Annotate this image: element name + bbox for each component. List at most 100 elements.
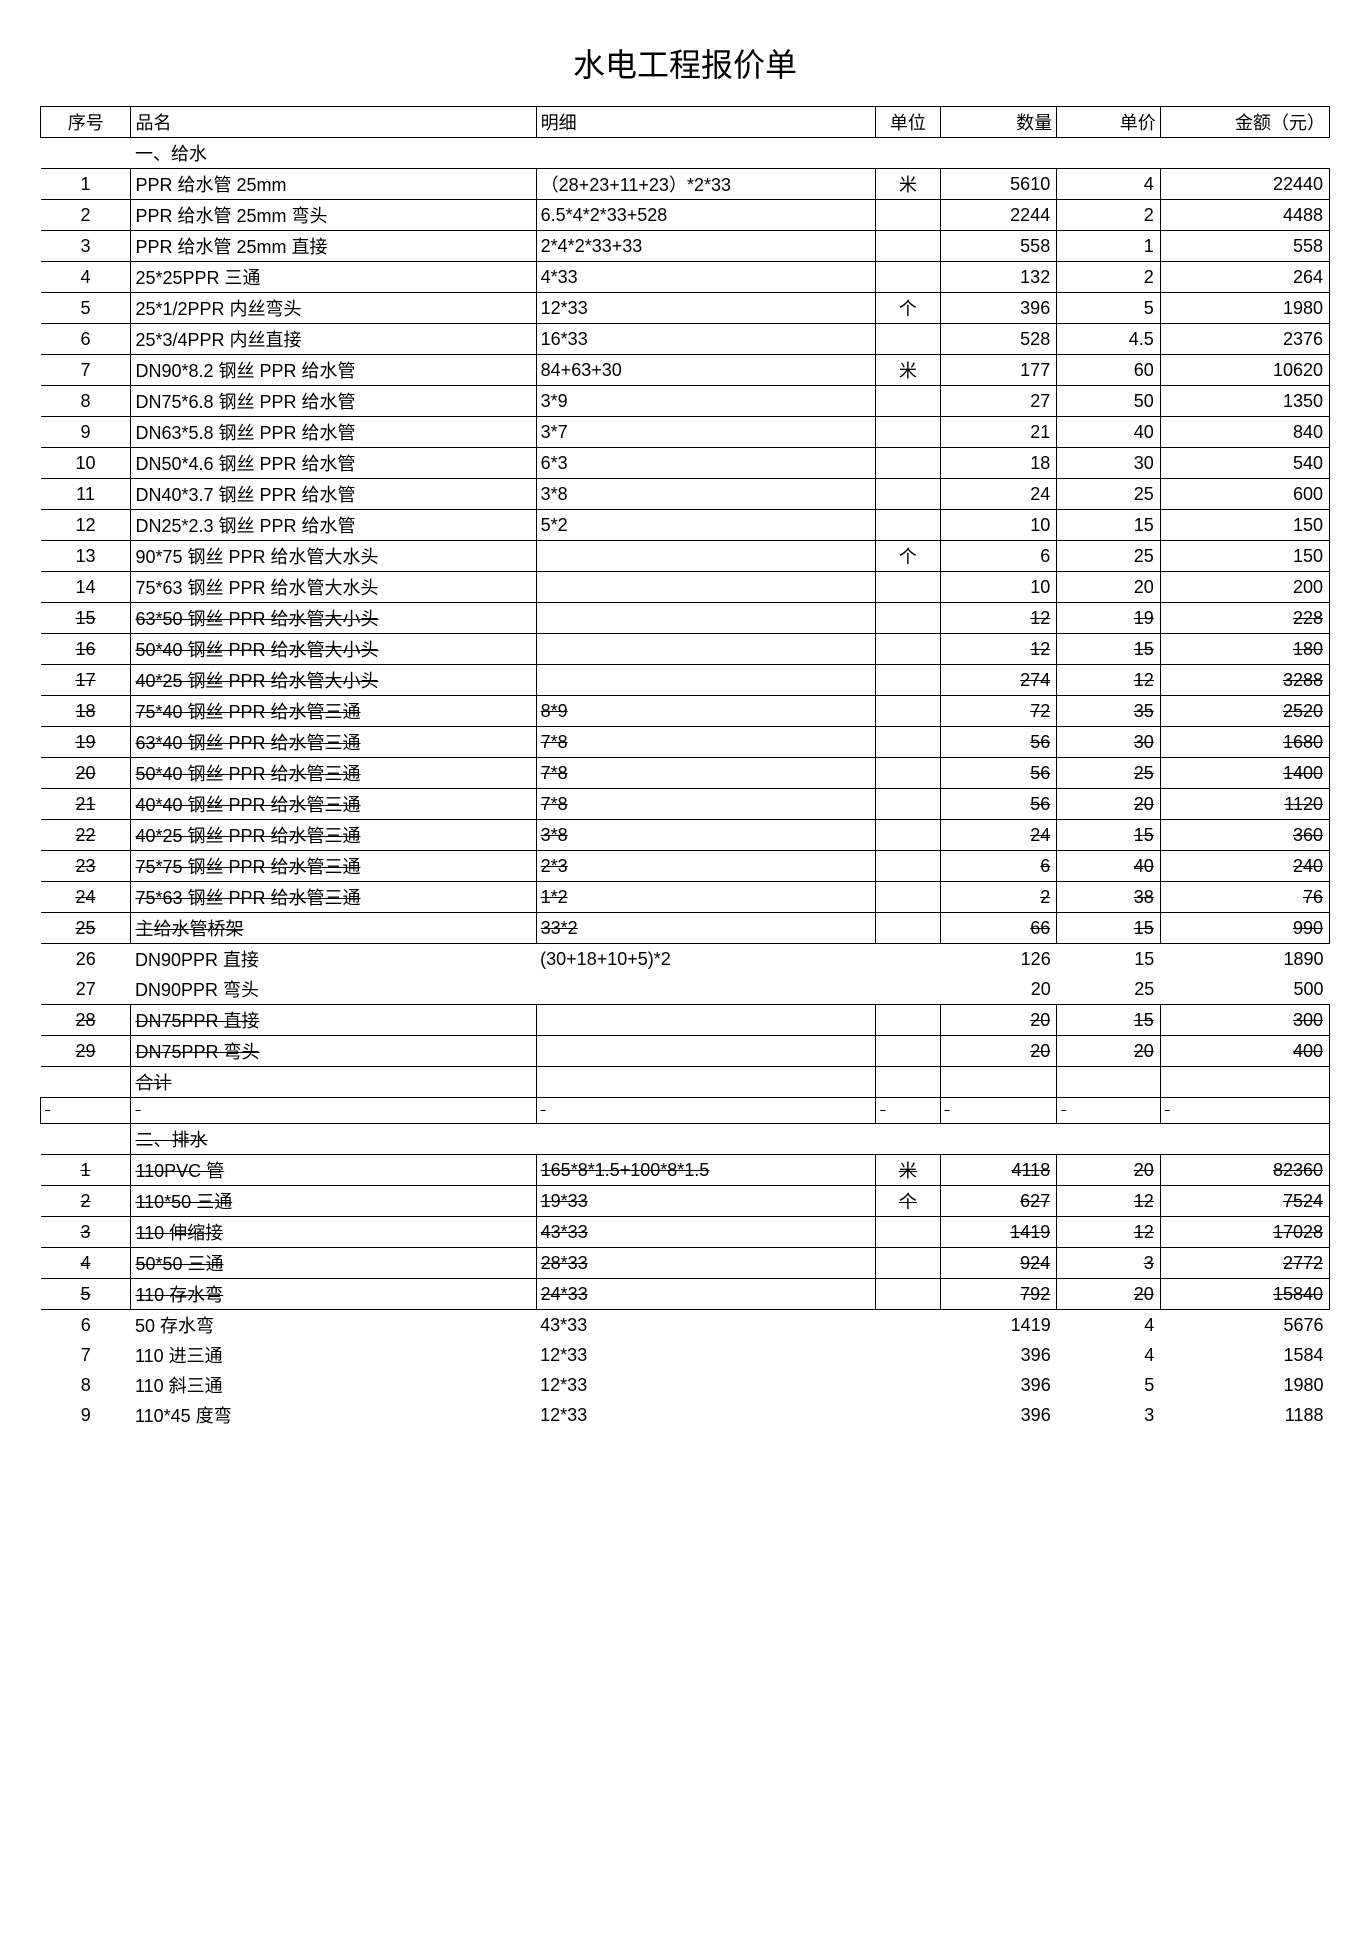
cell-name: 25*3/4PPR 内丝直接 [131, 324, 536, 355]
cell-name: 110 伸缩接 [131, 1217, 536, 1248]
cell-amount: 500 [1160, 974, 1329, 1005]
cell-detail: 12*33 [536, 1400, 876, 1430]
cell-qty: 20 [940, 1036, 1057, 1067]
cell-detail: 7*8 [536, 789, 876, 820]
section-row: 二、排水 [41, 1124, 1330, 1155]
table-row: 1110PVC 管165*8*1.5+100*8*1.5米41182082360 [41, 1155, 1330, 1186]
table-row: 29DN75PPR 弯头2020400 [41, 1036, 1330, 1067]
cell-qty: 27 [940, 386, 1057, 417]
cell-amount: 10620 [1160, 355, 1329, 386]
table-row: 425*25PPR 三通4*331322264 [41, 262, 1330, 293]
cell-name: 90*75 钢丝 PPR 给水管大水头 [131, 541, 536, 572]
cell-qty: 177 [940, 355, 1057, 386]
section-label: 二、排水 [131, 1124, 1330, 1155]
cell-no: 22 [41, 820, 131, 851]
section-label: 一、给水 [131, 138, 1330, 169]
cell-detail: 12*33 [536, 1340, 876, 1370]
cell-price: 60 [1057, 355, 1161, 386]
document-title: 水电工程报价单 [40, 40, 1330, 86]
cell-no: 7 [41, 355, 131, 386]
cell-unit: 个 [876, 541, 940, 572]
cell-unit [876, 1340, 940, 1370]
cell-detail [536, 603, 876, 634]
cell-unit: 米 [876, 355, 940, 386]
cell-amount: 1188 [1160, 1400, 1329, 1430]
cell-name: 110*45 度弯 [131, 1400, 536, 1430]
header-no: 序号 [41, 107, 131, 138]
table-row: 2375*75 钢丝 PPR 给水管三通2*3640240 [41, 851, 1330, 882]
header-detail: 明细 [536, 107, 876, 138]
cell-detail: 6*3 [536, 448, 876, 479]
cell-name: PPR 给水管 25mm [131, 169, 536, 200]
cell-detail: 84+63+30 [536, 355, 876, 386]
cell-name: 75*40 钢丝 PPR 给水管三通 [131, 696, 536, 727]
cell-amount: 22440 [1160, 169, 1329, 200]
table-row: 2110*50 三通19*33个627127524 [41, 1186, 1330, 1217]
table-row: 1475*63 钢丝 PPR 给水管大水头1020200 [41, 572, 1330, 603]
cell-no: 12 [41, 510, 131, 541]
cell-no: 7 [41, 1340, 131, 1370]
cell-no: 24 [41, 882, 131, 913]
cell-detail: 7*8 [536, 758, 876, 789]
cell-price: 15 [1057, 944, 1161, 975]
table-row: 1PPR 给水管 25mm（28+23+11+23）*2*33米56104224… [41, 169, 1330, 200]
cell-no: 26 [41, 944, 131, 975]
cell-name: DN75PPR 直接 [131, 1005, 536, 1036]
cell-name: 50*50 三通 [131, 1248, 536, 1279]
cell-name: 40*40 钢丝 PPR 给水管三通 [131, 789, 536, 820]
cell-unit: 个 [876, 293, 940, 324]
cell-qty: 18 [940, 448, 1057, 479]
cell-amount: 180 [1160, 634, 1329, 665]
cell-no: 1 [41, 1155, 131, 1186]
table-row: 650 存水弯43*33141945676 [41, 1310, 1330, 1341]
cell-detail: 19*33 [536, 1186, 876, 1217]
cell-qty: 12 [940, 634, 1057, 665]
cell-qty: 24 [940, 479, 1057, 510]
cell-no: 5 [41, 1279, 131, 1310]
cell-unit [876, 789, 940, 820]
table-row: 5110 存水弯24*337922015840 [41, 1279, 1330, 1310]
table-row: 3PPR 给水管 25mm 直接2*4*2*33+335581558 [41, 231, 1330, 262]
cell-name: 110 存水弯 [131, 1279, 536, 1310]
quotation-table: 序号 品名 明细 单位 数量 单价 金额（元） 一、给水1PPR 给水管 25m… [40, 106, 1330, 1430]
cell-price: 4 [1057, 169, 1161, 200]
cell-detail: 3*8 [536, 820, 876, 851]
cell-price: 35 [1057, 696, 1161, 727]
cell-amount: 5676 [1160, 1310, 1329, 1341]
cell-qty: 56 [940, 789, 1057, 820]
cell-amount: 360 [1160, 820, 1329, 851]
table-row: 1740*25 钢丝 PPR 给水管大小头274123288 [41, 665, 1330, 696]
cell-price: 4 [1057, 1310, 1161, 1341]
cell-no: 9 [41, 417, 131, 448]
cell-amount: 1680 [1160, 727, 1329, 758]
cell-detail: 7*8 [536, 727, 876, 758]
cell-amount: 82360 [1160, 1155, 1329, 1186]
cell-amount: 240 [1160, 851, 1329, 882]
cell-price: 12 [1057, 1186, 1161, 1217]
cell-qty: 792 [940, 1279, 1057, 1310]
table-row: 3110 伸缩接43*3314191217028 [41, 1217, 1330, 1248]
cell-detail: 5*2 [536, 510, 876, 541]
cell-detail: 43*33 [536, 1310, 876, 1341]
cell-no: 4 [41, 262, 131, 293]
cell-no: 6 [41, 1310, 131, 1341]
cell-amount: 150 [1160, 510, 1329, 541]
cell-amount: 1890 [1160, 944, 1329, 975]
table-row: 1650*40 钢丝 PPR 给水管大小头1215180 [41, 634, 1330, 665]
table-row: 1963*40 钢丝 PPR 给水管三通7*856301680 [41, 727, 1330, 758]
cell-price: 19 [1057, 603, 1161, 634]
cell-price: 25 [1057, 541, 1161, 572]
cell-price: 12 [1057, 665, 1161, 696]
cell-name: DN90PPR 直接 [131, 944, 536, 975]
table-row: 28DN75PPR 直接2015300 [41, 1005, 1330, 1036]
table-row: 1390*75 钢丝 PPR 给水管大水头个625150 [41, 541, 1330, 572]
cell-detail [536, 572, 876, 603]
cell-name: DN75PPR 弯头 [131, 1036, 536, 1067]
cell-unit [876, 820, 940, 851]
cell-qty: 10 [940, 510, 1057, 541]
cell-detail: 12*33 [536, 1370, 876, 1400]
cell-price: 3 [1057, 1248, 1161, 1279]
cell-name: PPR 给水管 25mm 直接 [131, 231, 536, 262]
cell-amount: 558 [1160, 231, 1329, 262]
cell-unit [876, 324, 940, 355]
